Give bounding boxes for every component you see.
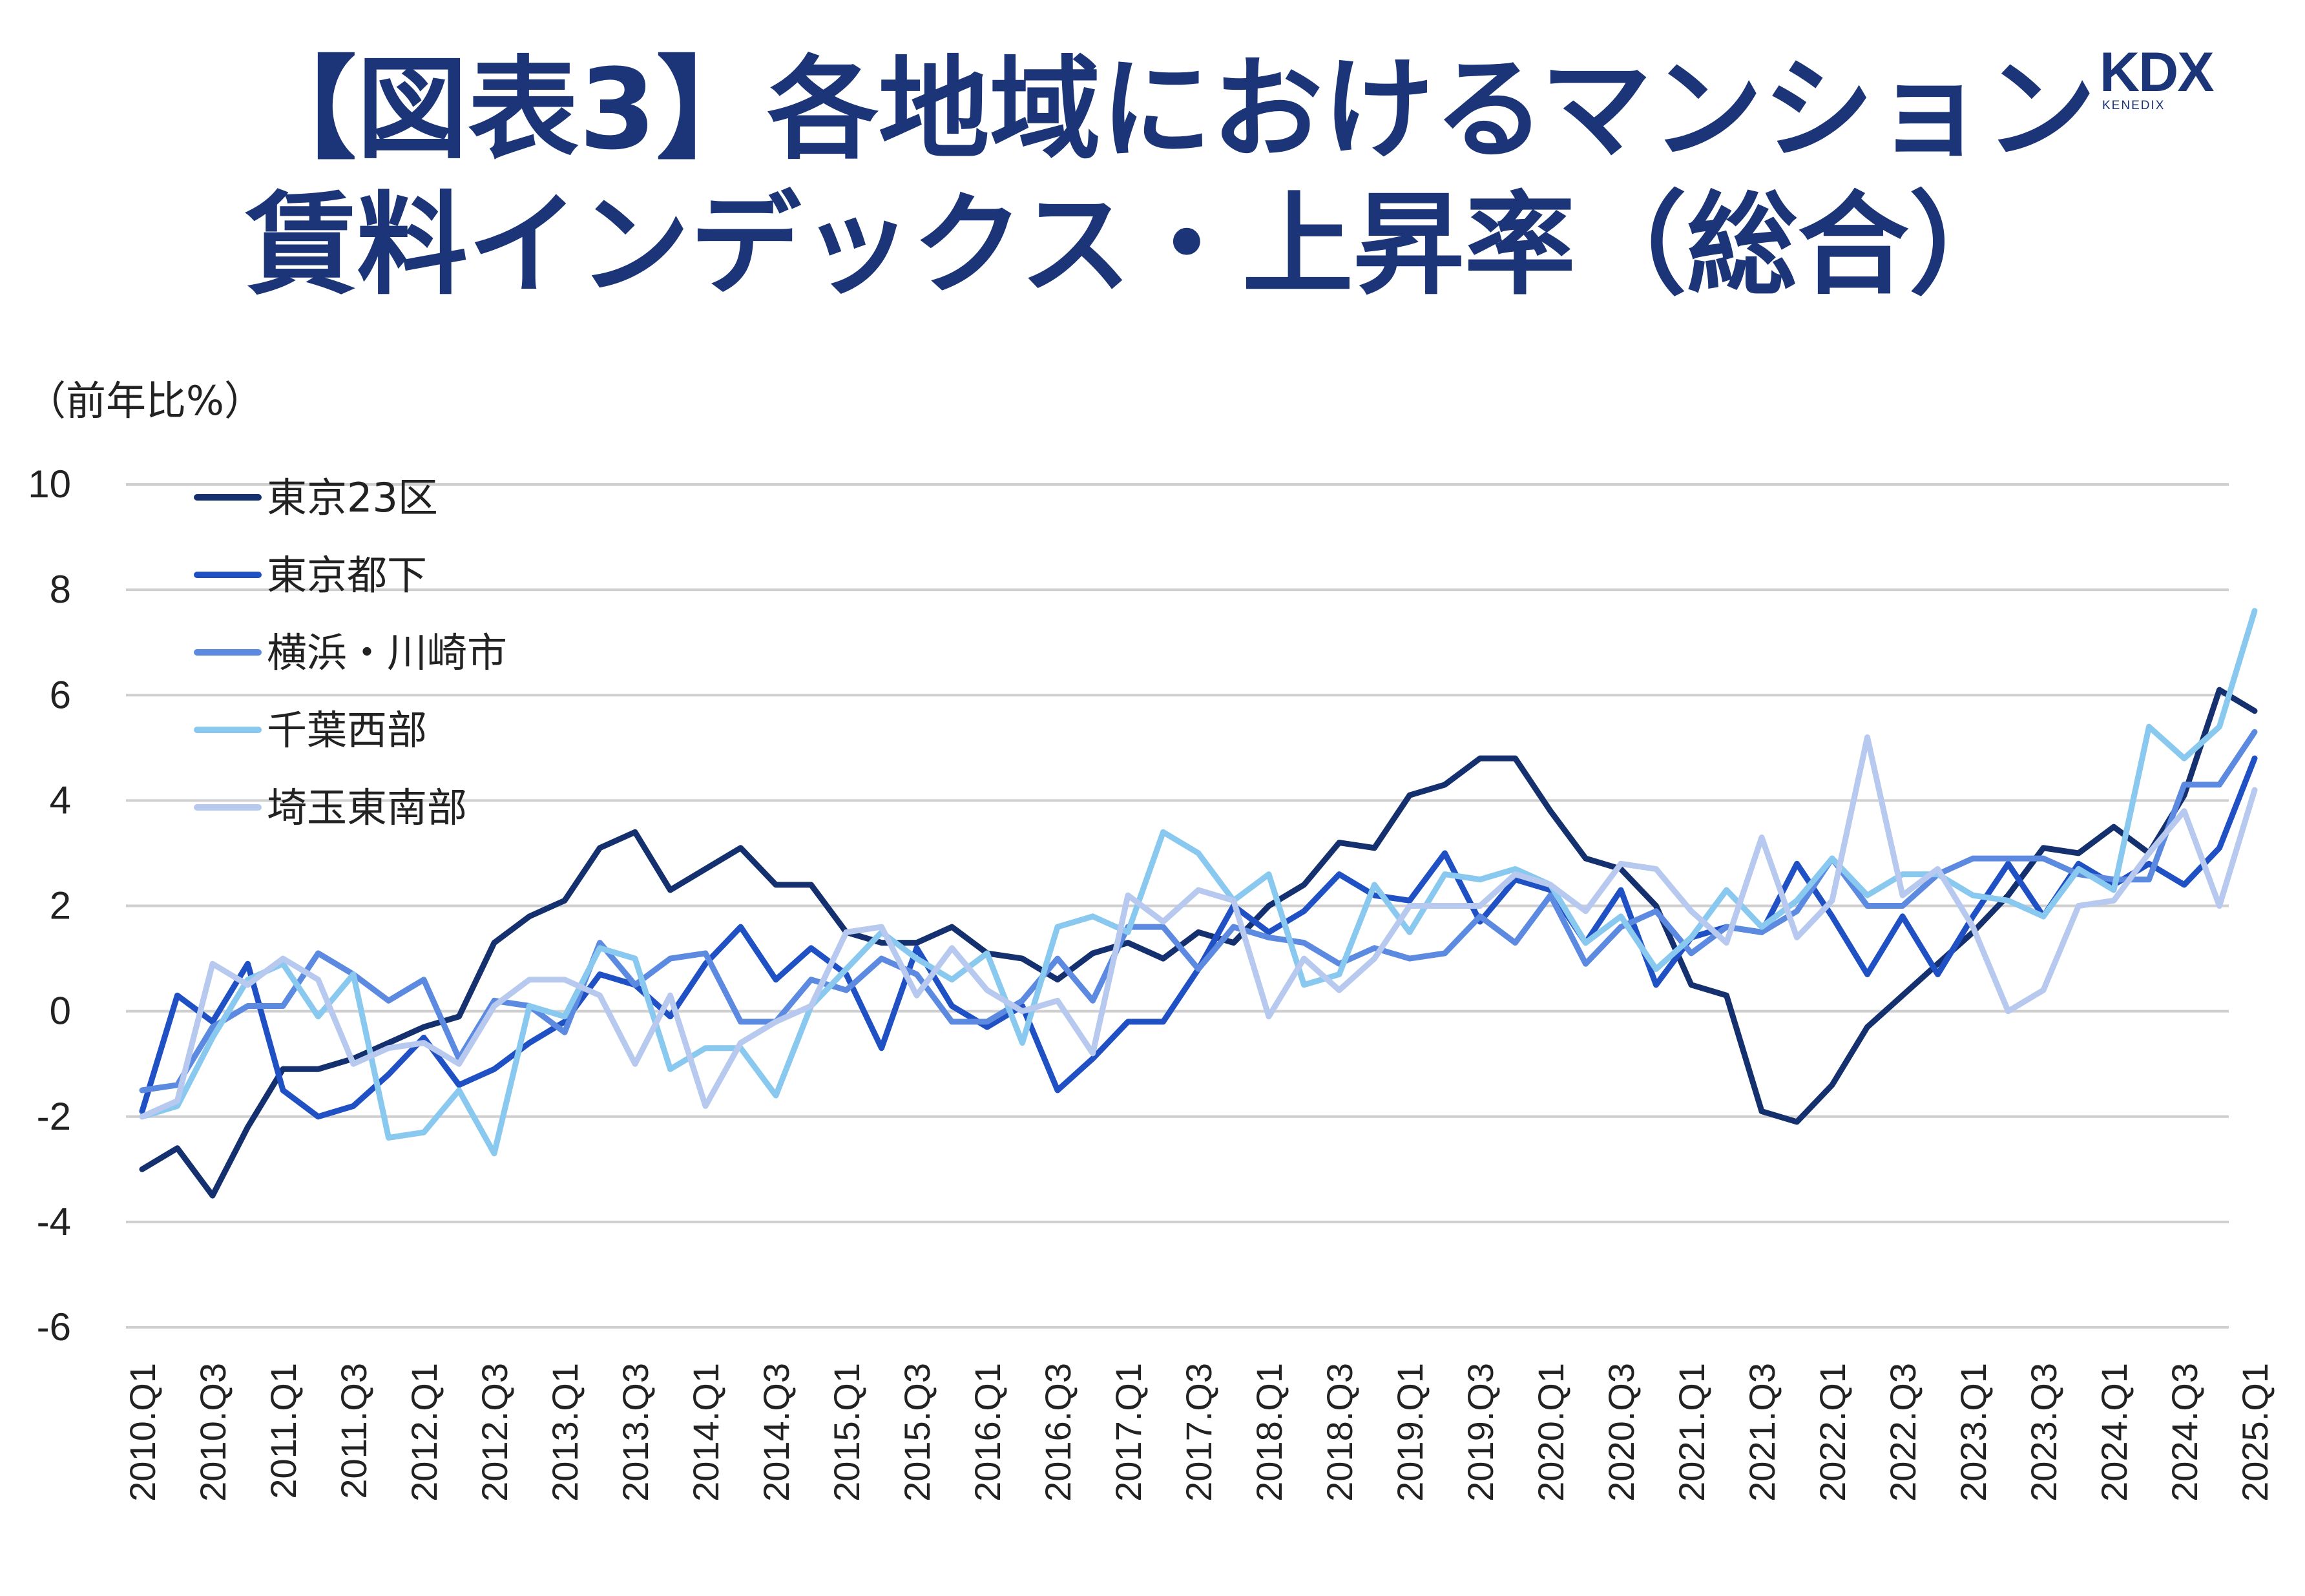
x-tick-label: 2013.Q3 — [615, 1363, 656, 1502]
x-tick-label: 2012.Q1 — [404, 1363, 444, 1502]
x-tick-label: 2021.Q3 — [1742, 1363, 1782, 1502]
chart-title-line1: 【図表3】各地域におけるマンション — [245, 45, 2096, 174]
legend-label: 東京23区 — [267, 474, 438, 521]
y-tick-label: 0 — [50, 990, 71, 1033]
x-tick-label: 2020.Q1 — [1530, 1363, 1571, 1502]
logo-main-text: KDX — [2100, 41, 2215, 103]
y-tick-label: 8 — [50, 568, 71, 611]
y-axis-unit-label: （前年比%） — [26, 377, 264, 424]
x-tick-label: 2011.Q3 — [333, 1363, 374, 1499]
x-tick-label: 2011.Q1 — [263, 1363, 304, 1499]
legend-label: 千葉西部 — [267, 707, 427, 754]
x-tick-label: 2017.Q1 — [1108, 1363, 1149, 1502]
x-tick-label: 2016.Q3 — [1038, 1363, 1078, 1502]
y-tick-label: -4 — [37, 1200, 71, 1243]
x-tick-label: 2020.Q3 — [1601, 1363, 1642, 1502]
x-tick-label: 2014.Q1 — [685, 1363, 726, 1502]
x-tick-label: 2024.Q1 — [2094, 1363, 2134, 1502]
x-tick-label: 2013.Q1 — [545, 1363, 585, 1502]
x-tick-label: 2017.Q3 — [1178, 1363, 1219, 1502]
x-tick-label: 2019.Q1 — [1390, 1363, 1430, 1502]
chart-title: 【図表3】各地域におけるマンション 賃料インデックス・上昇率（総合） — [245, 42, 2096, 313]
legend-label: 東京都下 — [267, 552, 427, 599]
x-tick-label: 2025.Q1 — [2235, 1363, 2275, 1502]
x-tick-label: 2010.Q3 — [193, 1363, 233, 1502]
x-tick-label: 2023.Q1 — [1953, 1363, 1994, 1502]
x-tick-label: 2016.Q1 — [967, 1363, 1008, 1502]
y-tick-label: -6 — [37, 1305, 71, 1349]
x-tick-label: 2010.Q1 — [122, 1363, 163, 1502]
y-tick-label: 6 — [50, 673, 71, 716]
series-line-4 — [139, 608, 2258, 1157]
y-tick-label: 10 — [28, 462, 71, 506]
x-tick-label: 2018.Q1 — [1249, 1363, 1289, 1502]
x-tick-label: 2018.Q3 — [1319, 1363, 1360, 1502]
x-tick-label: 2015.Q1 — [826, 1363, 867, 1502]
kdx-logo: KDX KENEDIX — [2100, 41, 2248, 112]
x-tick-label: 2022.Q3 — [1883, 1363, 1923, 1502]
chart-title-line2: 賃料インデックス・上昇率（総合） — [245, 180, 2020, 310]
x-tick-label: 2022.Q1 — [1812, 1363, 1853, 1502]
x-tick-label: 2024.Q3 — [2164, 1363, 2205, 1502]
x-tick-label: 2023.Q3 — [2023, 1363, 2064, 1502]
series-line-1 — [139, 687, 2258, 1199]
legend-label: 横浜・川崎市 — [267, 629, 507, 676]
legend-label: 埼玉東南部 — [267, 784, 467, 831]
series-line-5 — [139, 734, 2258, 1120]
x-tick-label: 2015.Q3 — [897, 1363, 937, 1502]
series-line-3 — [139, 729, 2258, 1093]
x-tick-label: 2014.Q3 — [756, 1363, 797, 1502]
y-tick-label: -2 — [37, 1095, 71, 1138]
y-tick-label: 2 — [50, 884, 71, 928]
x-tick-label: 2012.Q3 — [474, 1363, 515, 1502]
x-tick-label: 2019.Q3 — [1460, 1363, 1501, 1502]
y-tick-label: 4 — [50, 778, 71, 822]
logo-sub-text: KENEDIX — [2102, 99, 2165, 112]
x-tick-label: 2021.Q1 — [1671, 1363, 1712, 1502]
